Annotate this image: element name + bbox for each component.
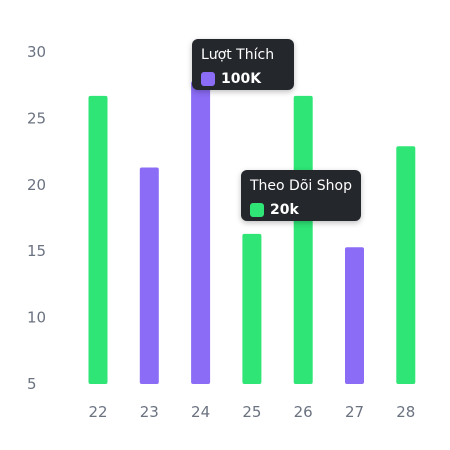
- x-tick-label: 23: [140, 403, 159, 421]
- y-tick-label: 10: [27, 309, 46, 327]
- tooltip-likes-swatch: [201, 72, 215, 86]
- bar-24[interactable]: [191, 81, 211, 384]
- tooltip-follow: Theo Dõi Shop 20k: [241, 170, 361, 221]
- x-tick-label: 28: [396, 403, 415, 421]
- bar-26[interactable]: [293, 95, 313, 384]
- x-tick-label: 22: [88, 403, 107, 421]
- tooltip-likes-value: 100K: [221, 71, 262, 87]
- y-tick-label: 20: [27, 176, 46, 194]
- bar-27[interactable]: [345, 247, 364, 384]
- y-tick-label: 25: [27, 109, 46, 127]
- y-tick-label: 15: [27, 242, 46, 260]
- bar-28[interactable]: [396, 146, 416, 384]
- tooltip-follow-value: 20k: [270, 202, 299, 218]
- y-tick-label: 30: [27, 43, 46, 61]
- x-tick-label: 26: [294, 403, 313, 421]
- y-tick-label: 5: [27, 375, 37, 393]
- tooltip-likes-title: Lượt Thích: [201, 47, 275, 63]
- tooltip-follow-swatch: [250, 203, 264, 217]
- tooltip-likes: Lượt Thích 100K: [192, 39, 294, 90]
- x-tick-label: 24: [191, 403, 210, 421]
- x-tick-label: 27: [345, 403, 364, 421]
- bar-23[interactable]: [139, 167, 159, 384]
- x-tick-label: 25: [242, 403, 261, 421]
- tooltip-follow-title: Theo Dõi Shop: [250, 178, 352, 194]
- bar-25[interactable]: [242, 233, 262, 384]
- bar-22[interactable]: [88, 95, 108, 384]
